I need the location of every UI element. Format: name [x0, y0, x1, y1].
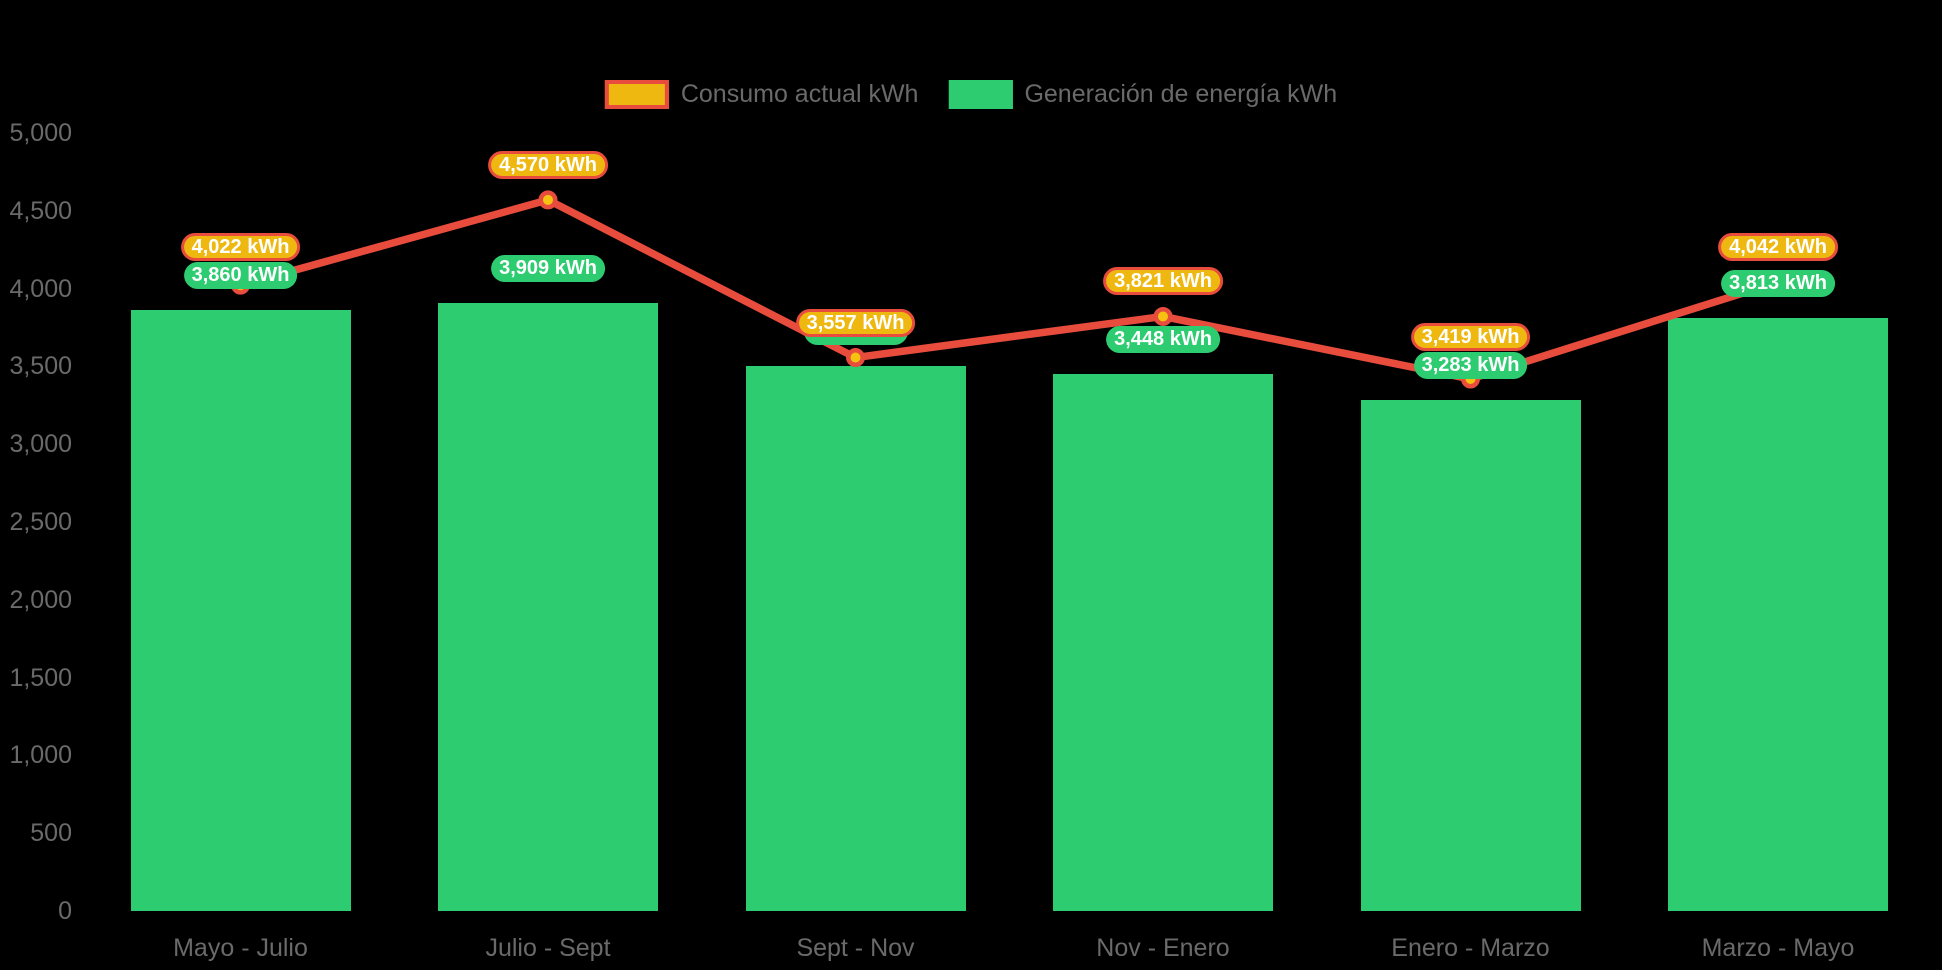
generation-bar[interactable] — [130, 310, 351, 911]
consumption-point[interactable] — [846, 348, 865, 368]
generation-value-badge: 3,813 kWh — [1721, 269, 1835, 297]
consumption-value-badge: 4,022 kWh — [180, 233, 301, 262]
consumption-value-badge: 3,419 kWh — [1410, 323, 1531, 352]
y-axis-tick-label: 3,000 — [9, 430, 72, 459]
x-axis-category-label: Sept - Nov — [796, 934, 915, 962]
consumption-value-badge: 3,821 kWh — [1103, 267, 1223, 296]
legend-item-generation[interactable]: Generación de energía kWh — [948, 80, 1337, 109]
legend-swatch-consumption-icon — [604, 80, 669, 109]
y-axis-tick-label: 2,000 — [9, 585, 72, 614]
consumption-line — [236, 196, 1782, 383]
generation-bar[interactable] — [745, 366, 966, 911]
generation-value-badge: 3,909 kWh — [491, 254, 605, 282]
legend-swatch-generation-icon — [948, 80, 1013, 109]
legend-label-generation: Generación de energía kWh — [1024, 80, 1338, 108]
y-axis-tick-label: 0 — [58, 897, 72, 925]
consumption-value-badge: 4,570 kWh — [488, 150, 608, 179]
generation-bar[interactable] — [1053, 374, 1273, 911]
x-axis-category-label: Mayo - Julio — [173, 934, 308, 962]
y-axis-tick-label: 4,500 — [9, 196, 72, 225]
y-axis-tick-label: 1,000 — [9, 741, 72, 770]
consumption-point[interactable] — [1153, 306, 1173, 326]
generation-value-badge: 3,448 kWh — [1106, 326, 1220, 354]
y-axis-tick-label: 4,000 — [9, 274, 72, 303]
x-axis-category-label: Nov - Enero — [1096, 934, 1230, 962]
consumption-value-badge: 3,557 kWh — [795, 308, 916, 337]
y-axis-tick-label: 500 — [30, 819, 72, 848]
y-axis-tick-label: 3,500 — [9, 352, 72, 381]
consumption-point[interactable] — [538, 190, 558, 210]
y-axis-tick-label: 1,500 — [9, 663, 72, 692]
x-axis-category-label: Enero - Marzo — [1391, 934, 1550, 962]
x-axis-category-label: Julio - Sept — [485, 934, 611, 962]
consumption-value-badge: 4,042 kWh — [1718, 233, 1838, 262]
generation-bar[interactable] — [1668, 317, 1888, 911]
x-axis-category-label: Marzo - Mayo — [1701, 934, 1855, 962]
legend-item-consumption[interactable]: Consumo actual kWh — [604, 80, 919, 109]
generation-bar[interactable] — [1360, 400, 1581, 911]
generation-value-badge: 3,860 kWh — [183, 262, 298, 290]
legend-label-consumption: Consumo actual kWh — [680, 80, 919, 108]
y-axis-tick-label: 2,500 — [9, 508, 72, 536]
chart-legend: Consumo actual kWh Generación de energía … — [604, 80, 1337, 109]
y-axis-tick-label: 5,000 — [9, 119, 72, 147]
generation-value-badge: 3,283 kWh — [1413, 352, 1528, 380]
generation-bar[interactable] — [438, 302, 658, 911]
